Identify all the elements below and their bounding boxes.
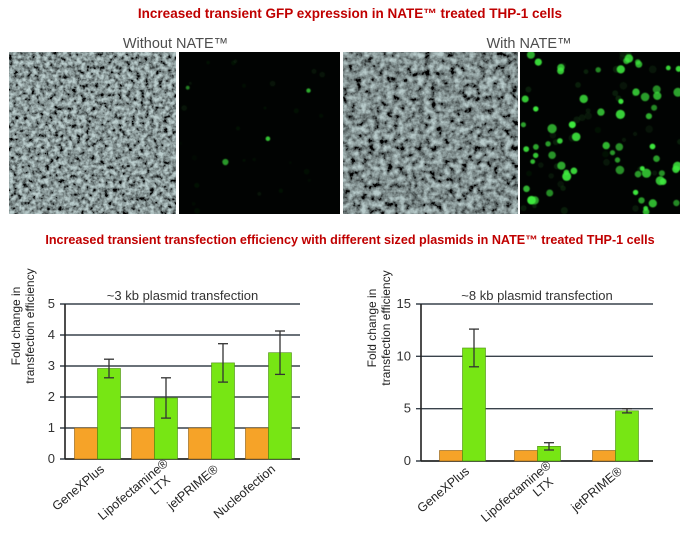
svg-text:2: 2 <box>48 389 55 404</box>
svg-text:4: 4 <box>48 327 55 342</box>
svg-text:1: 1 <box>48 420 55 435</box>
svg-text:5: 5 <box>48 296 55 311</box>
svg-text:3: 3 <box>48 358 55 373</box>
svg-text:0: 0 <box>404 453 411 468</box>
svg-text:10: 10 <box>397 348 411 363</box>
svg-text:0: 0 <box>48 451 55 466</box>
svg-text:5: 5 <box>404 401 411 416</box>
svg-text:15: 15 <box>397 296 411 311</box>
